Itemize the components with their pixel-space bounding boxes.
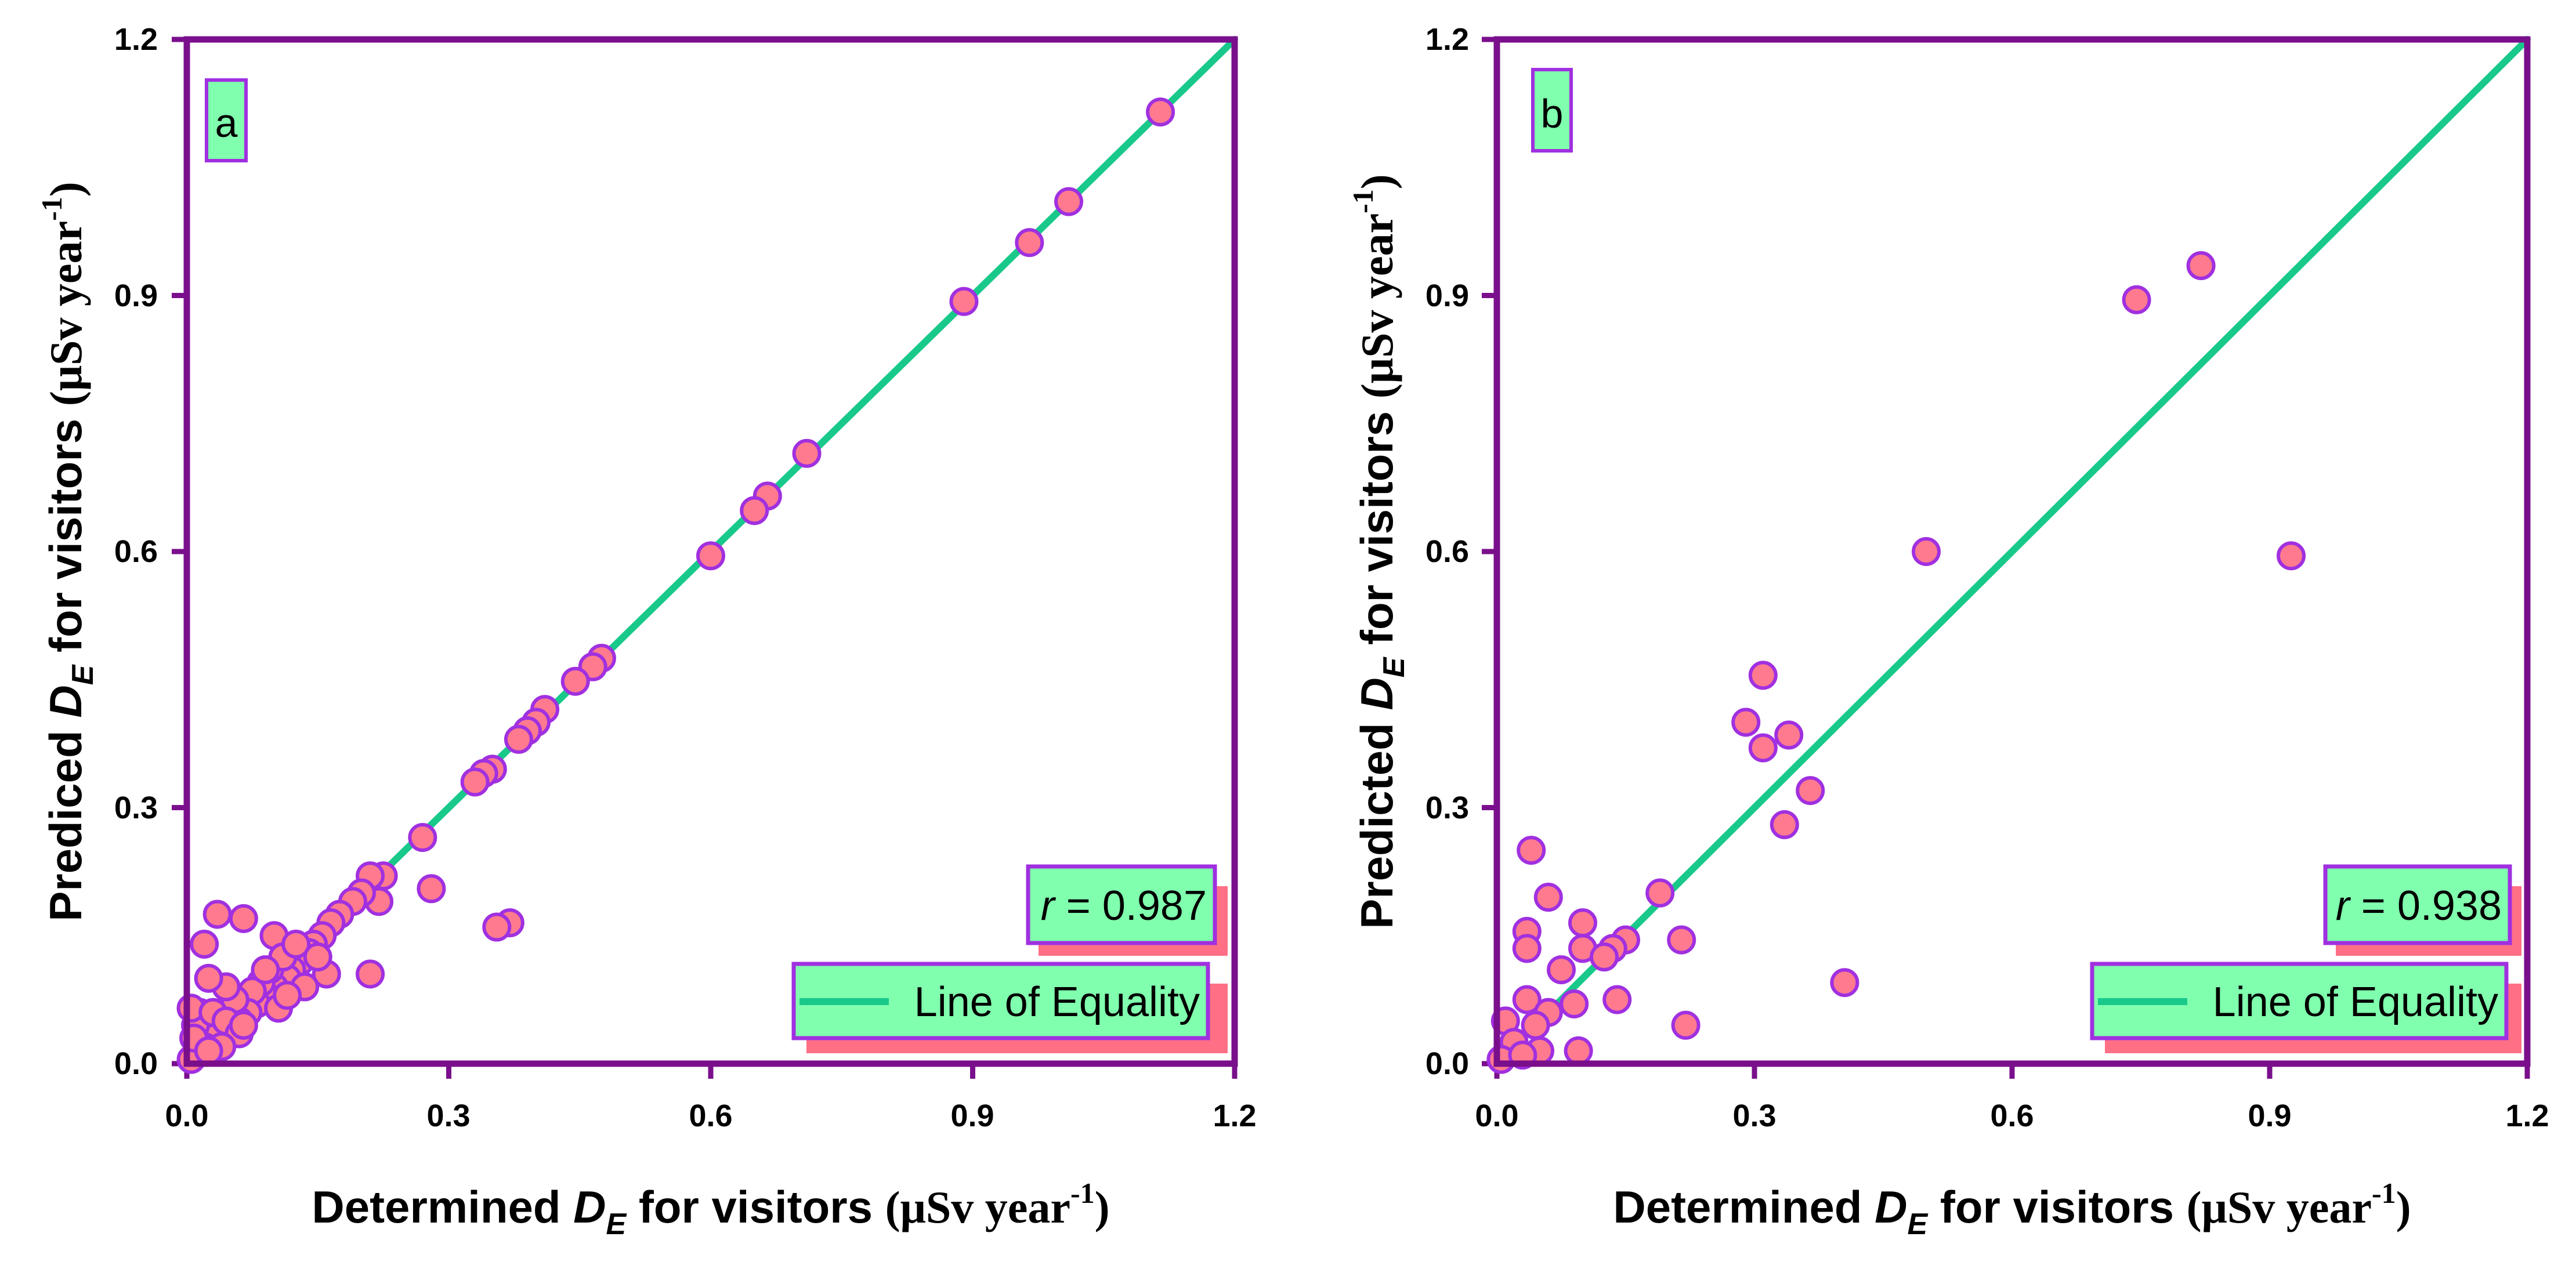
data-point	[1912, 537, 1941, 566]
data-point	[1015, 228, 1044, 258]
correlation-box: r = 0.938	[2323, 864, 2521, 956]
data-point	[1521, 1010, 1550, 1040]
data-point	[281, 929, 311, 959]
data-point	[356, 959, 385, 989]
data-points	[176, 97, 1175, 1074]
data-point	[1796, 776, 1825, 806]
data-point	[1564, 1036, 1593, 1065]
legend-label: Line of Equality	[2213, 979, 2498, 1025]
x-tick-label: 0.6	[1990, 1098, 2034, 1133]
y-tick-label: 0.9	[114, 278, 158, 313]
data-point	[1671, 1010, 1701, 1040]
data-point	[1512, 934, 1542, 963]
legend: Line of Equality	[791, 962, 1228, 1053]
plot-frame	[183, 36, 1238, 1067]
data-points	[1486, 251, 2306, 1074]
data-point	[303, 942, 332, 972]
data-point	[1830, 968, 1859, 998]
x-tick-label: 0.3	[1732, 1098, 1776, 1133]
data-point	[1533, 883, 1563, 912]
correlation-value: r = 0.938	[2336, 883, 2502, 929]
data-point	[1774, 720, 1804, 750]
chart-panel-a: 0.0 0.3 0.6 0.9 1.2 0.0 0.3 0.6 0.9 1.2 …	[35, 22, 1257, 1241]
y-tick-label: 0.6	[114, 534, 158, 569]
data-point	[1748, 733, 1778, 763]
panel-label: b	[1541, 91, 1564, 136]
panel-label: a	[215, 100, 238, 146]
data-point	[696, 541, 725, 571]
data-point	[194, 1036, 223, 1065]
data-point	[949, 287, 979, 316]
y-tick-label: 0.0	[1426, 1046, 1469, 1081]
panel-label-box: a	[205, 78, 248, 162]
x-axis-title: Determined DE for visitors (μSv year-1)	[1613, 1177, 2411, 1241]
data-point	[1602, 985, 1632, 1014]
correlation-value: r = 0.987	[1041, 883, 1207, 929]
data-point	[1054, 187, 1084, 216]
data-point	[229, 1010, 258, 1040]
x-tick-label: 1.2	[1213, 1098, 1256, 1133]
legend-label: Line of Equality	[914, 979, 1200, 1025]
data-point	[1568, 908, 1597, 938]
x-tick-label: 0.9	[2248, 1098, 2291, 1133]
data-point	[1560, 989, 1589, 1018]
data-point	[1770, 810, 1799, 839]
y-tick-label: 0.3	[1426, 790, 1469, 825]
data-point	[251, 955, 280, 985]
y-tick-label: 0.9	[1426, 278, 1469, 313]
y-axis-title: Prediced DE for visitors (μSv year-1)	[35, 182, 100, 922]
data-point	[2122, 285, 2151, 314]
y-tick-label: 0.3	[114, 790, 158, 825]
plot-frame	[1493, 36, 2531, 1067]
data-point	[202, 900, 232, 929]
y-tick-label: 0.0	[114, 1046, 158, 1081]
data-point	[1645, 878, 1675, 908]
data-point	[1547, 955, 1576, 985]
x-tick-label: 0.6	[689, 1098, 732, 1133]
data-point	[1748, 661, 1778, 690]
correlation-box: r = 0.987	[1026, 864, 1228, 956]
data-point	[194, 963, 223, 993]
x-tick-label: 0.0	[165, 1098, 208, 1133]
data-point	[1517, 836, 1546, 865]
panel-label-box: b	[1531, 68, 1573, 153]
y-tick-label: 0.6	[1426, 534, 1469, 569]
data-point	[1667, 925, 1696, 955]
data-point	[1146, 97, 1175, 127]
data-point	[1590, 942, 1619, 972]
data-point	[482, 912, 512, 942]
data-point	[417, 874, 446, 904]
data-point	[408, 823, 437, 853]
data-point	[190, 929, 219, 959]
data-point	[560, 666, 590, 696]
legend: Line of Equality	[2090, 962, 2521, 1053]
x-tick-label: 0.9	[950, 1098, 994, 1133]
x-tick-label: 0.3	[426, 1098, 470, 1133]
x-axis-title: Determined DE for visitors (μSv year-1)	[312, 1177, 1109, 1241]
data-point	[792, 438, 822, 468]
data-point	[740, 496, 769, 525]
data-point	[1731, 708, 1761, 737]
x-tick-label: 1.2	[2505, 1098, 2549, 1133]
data-point	[2186, 251, 2216, 280]
x-tick-label: 0.0	[1475, 1098, 1518, 1133]
data-point	[1512, 985, 1542, 1014]
data-point	[504, 724, 533, 754]
data-point	[273, 981, 302, 1010]
chart-panel-b: 0.0 0.3 0.6 0.9 1.2 0.0 0.3 0.6 0.9 1.2 …	[1347, 22, 2549, 1241]
data-point	[2277, 541, 2306, 571]
y-tick-label: 1.2	[1426, 22, 1469, 57]
y-axis-title: Predicted DE for visitors (μSv year-1)	[1347, 174, 1411, 929]
data-point	[229, 904, 258, 933]
y-tick-label: 1.2	[114, 22, 158, 57]
data-point	[460, 767, 490, 797]
